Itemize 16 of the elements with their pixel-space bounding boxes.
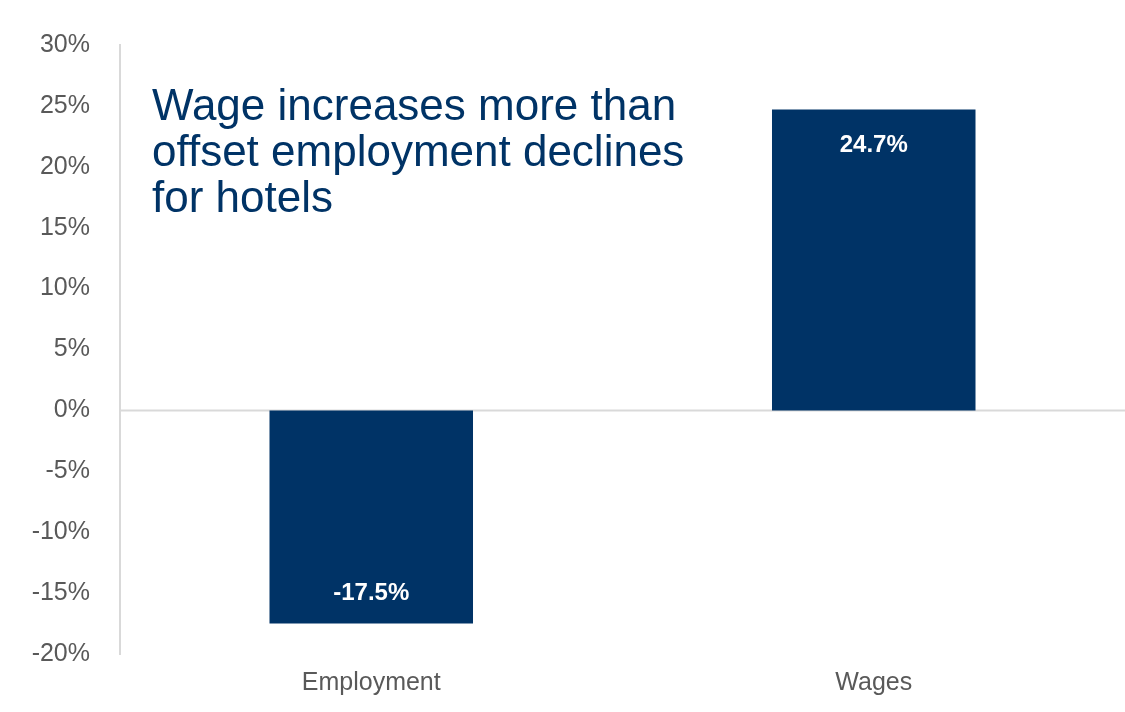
y-tick-label: 5%	[53, 333, 90, 362]
y-tick-label: -10%	[31, 516, 90, 545]
data-label: -17.5%	[333, 578, 410, 606]
y-tick-label: -15%	[31, 576, 90, 605]
y-tick-label: 15%	[39, 211, 90, 240]
x-tick-label: Employment	[301, 666, 441, 695]
data-label: 24.7%	[839, 130, 908, 158]
y-tick-label: -5%	[45, 455, 90, 484]
y-tick-label: 30%	[39, 28, 90, 57]
y-tick-label: -20%	[31, 637, 90, 666]
x-tick-label: Wages	[835, 666, 913, 695]
y-tick-label: 25%	[39, 89, 90, 118]
text: Wage increases more than offset employment declines for hotels	[152, 80, 686, 222]
y-tick-label: 0%	[53, 394, 90, 423]
y-tick-label: 20%	[39, 150, 90, 179]
y-tick-label: 10%	[39, 272, 90, 301]
